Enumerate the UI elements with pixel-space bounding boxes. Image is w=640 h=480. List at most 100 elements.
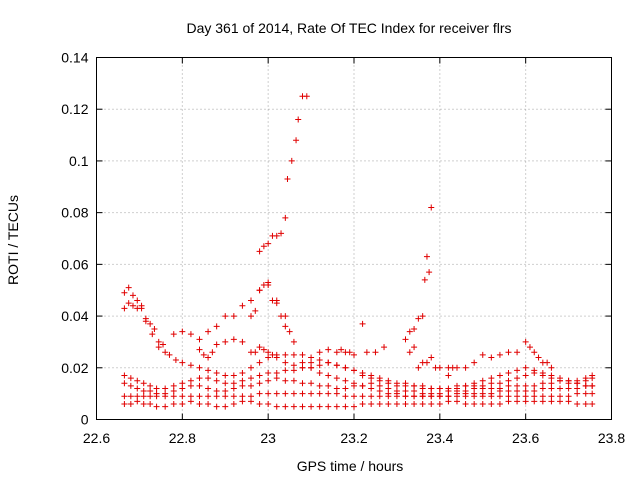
data-point [539,369,546,376]
data-point [170,382,177,389]
data-point [252,349,259,356]
data-point [286,328,293,335]
data-point [539,393,546,400]
data-point [479,400,486,407]
data-point [496,393,503,400]
data-point [299,364,306,371]
data-point [299,380,306,387]
data-point [496,388,503,395]
data-point [299,359,306,366]
data-point [153,385,160,392]
data-point [147,382,154,389]
data-point [273,354,280,361]
data-point [488,354,495,361]
y-tick-label: 0 [81,412,89,428]
data-point [125,300,132,307]
data-point [256,390,263,397]
data-point [368,385,375,392]
data-point [127,375,134,382]
data-point [187,331,194,338]
data-point [342,385,349,392]
data-point [162,349,169,356]
data-point [316,403,323,410]
data-point [282,377,289,384]
data-point [239,382,246,389]
data-point [531,388,538,395]
data-point [539,380,546,387]
data-point [265,400,272,407]
data-point [282,323,289,330]
data-point [505,382,512,389]
data-point [411,400,418,407]
data-point [514,349,521,356]
data-point [333,349,340,356]
data-point [308,354,315,361]
data-point [222,380,229,387]
y-tick-label: 0.12 [61,101,88,117]
data-point [514,382,521,389]
data-point [582,390,589,397]
x-tick-label: 22.8 [169,430,196,446]
x-tick-label: 23.6 [512,430,539,446]
data-point [333,390,340,397]
data-point [411,388,418,395]
data-point [299,403,306,410]
data-point [368,380,375,387]
data-point [488,380,495,387]
data-point [574,380,581,387]
data-point [402,400,409,407]
data-point [260,346,267,353]
data-point [230,336,237,343]
data-point [426,269,433,276]
data-point [129,292,136,299]
data-point [479,393,486,400]
data-point [213,323,220,330]
data-point [522,338,529,345]
data-point [273,232,280,239]
data-point [393,388,400,395]
data-point [153,393,160,400]
data-point [589,382,596,389]
data-point [406,349,413,356]
data-point [454,364,460,371]
data-point [496,351,503,358]
data-point [290,377,297,384]
data-point [179,385,186,392]
data-point [479,351,486,358]
data-point [582,382,589,389]
data-point [316,369,323,376]
data-point [522,398,529,405]
data-point [282,214,289,221]
data-point [393,380,400,387]
y-tick-label: 0.06 [61,256,88,272]
data-point [333,362,340,369]
data-point [454,393,460,400]
data-point [256,248,263,255]
data-point [196,375,203,382]
data-point [138,302,145,309]
data-point [479,377,486,384]
data-point [445,393,452,400]
data-point [248,398,254,405]
data-point [462,393,469,400]
data-point [488,375,495,382]
data-point [170,393,177,400]
data-point [411,393,418,400]
data-point [196,346,203,353]
data-point [496,372,503,379]
data-point [179,393,186,400]
data-point [248,364,254,371]
data-point [535,354,542,361]
data-point [196,382,203,389]
data-point [548,380,555,387]
data-point [522,393,529,400]
data-point [402,380,409,387]
data-point [205,375,212,382]
data-point [256,380,263,387]
data-point [140,393,147,400]
data-point [539,398,546,405]
data-point [415,315,422,322]
data-point [196,364,203,371]
data-point [239,369,246,376]
data-point [574,385,581,392]
